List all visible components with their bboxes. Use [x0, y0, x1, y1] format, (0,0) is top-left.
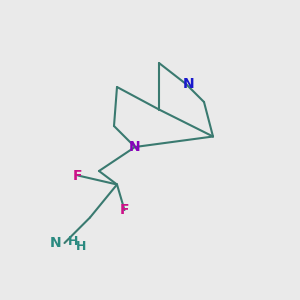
Text: H: H — [68, 235, 79, 248]
Text: F: F — [120, 203, 129, 217]
Text: N: N — [50, 236, 62, 250]
Text: F: F — [73, 169, 83, 182]
Text: H: H — [76, 239, 86, 253]
Text: N: N — [183, 77, 195, 91]
Text: N: N — [129, 140, 141, 154]
